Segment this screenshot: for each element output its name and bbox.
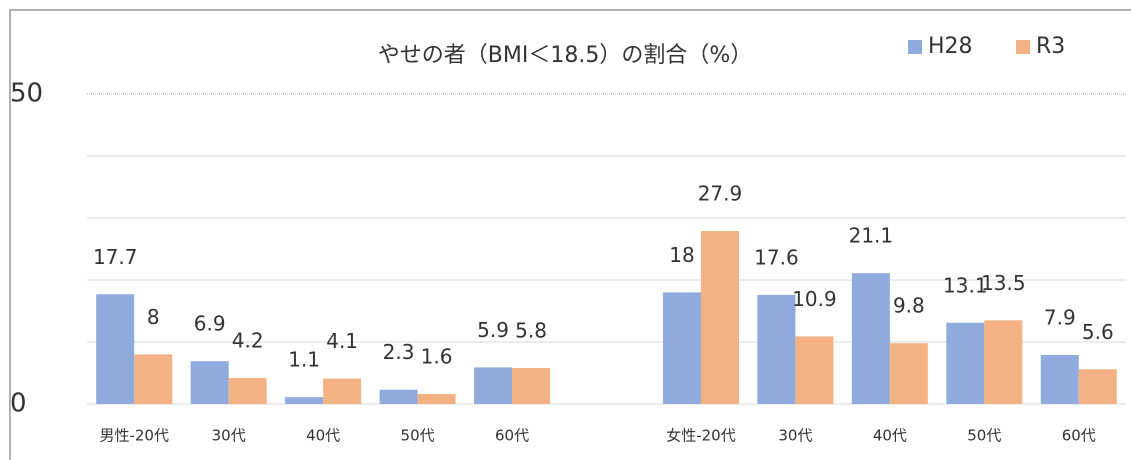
value-label: 5.8 bbox=[515, 319, 547, 343]
bar bbox=[1078, 369, 1117, 404]
x-tick-label: 40代 bbox=[873, 427, 907, 445]
value-label: 17.7 bbox=[93, 245, 138, 269]
x-tick-label: 40代 bbox=[306, 427, 340, 445]
bar bbox=[1040, 355, 1079, 404]
x-tick-label: 30代 bbox=[778, 427, 812, 445]
value-label: 9.8 bbox=[893, 294, 925, 318]
value-label: 1.1 bbox=[288, 348, 320, 372]
value-label: 8 bbox=[147, 305, 160, 329]
bar bbox=[379, 389, 418, 404]
x-tick-label: 男性-20代 bbox=[99, 427, 169, 445]
value-label: 13.5 bbox=[981, 271, 1026, 295]
x-tick-label: 50代 bbox=[401, 427, 435, 445]
value-label: 2.3 bbox=[383, 340, 415, 364]
value-label: 13.1 bbox=[943, 273, 988, 297]
value-label: 27.9 bbox=[698, 182, 743, 206]
value-label: 4.1 bbox=[326, 329, 358, 353]
chart-title: やせの者（BMI＜18.5）の割合（%） bbox=[378, 43, 752, 68]
value-label: 10.9 bbox=[792, 287, 837, 311]
bar bbox=[946, 322, 985, 404]
y-tick-label: 50 bbox=[10, 79, 43, 109]
legend-swatch bbox=[1016, 40, 1030, 54]
bar bbox=[474, 367, 513, 404]
bar bbox=[323, 378, 362, 404]
x-tick-label: 30代 bbox=[212, 427, 246, 445]
bar bbox=[285, 397, 324, 404]
legend-label: R3 bbox=[1036, 34, 1065, 59]
value-label: 21.1 bbox=[849, 224, 894, 248]
bar bbox=[757, 294, 796, 404]
value-label: 4.2 bbox=[232, 328, 264, 352]
bar bbox=[512, 368, 551, 404]
value-label: 1.6 bbox=[421, 345, 453, 369]
bar bbox=[190, 361, 229, 404]
legend-label: H28 bbox=[928, 34, 973, 59]
bar bbox=[96, 294, 135, 404]
chart-frame bbox=[9, 9, 1131, 460]
bar bbox=[662, 292, 701, 404]
legend-swatch bbox=[908, 40, 922, 54]
value-label: 5.9 bbox=[477, 318, 509, 342]
bar bbox=[889, 343, 928, 404]
bar bbox=[851, 273, 890, 404]
bar bbox=[134, 354, 173, 404]
value-label: 5.6 bbox=[1082, 320, 1114, 344]
bar bbox=[984, 320, 1023, 404]
bar bbox=[795, 336, 834, 404]
value-label: 17.6 bbox=[754, 245, 799, 269]
value-label: 6.9 bbox=[194, 312, 226, 336]
bar bbox=[228, 377, 267, 404]
bar bbox=[700, 231, 739, 404]
x-tick-label: 50代 bbox=[967, 427, 1001, 445]
x-tick-label: 女性-20代 bbox=[666, 427, 736, 445]
value-label: 7.9 bbox=[1044, 306, 1076, 330]
value-label: 18 bbox=[669, 243, 694, 267]
y-tick-label: 0 bbox=[10, 389, 27, 419]
bar bbox=[417, 394, 456, 404]
x-tick-label: 60代 bbox=[1062, 427, 1096, 445]
x-tick-label: 60代 bbox=[495, 427, 529, 445]
